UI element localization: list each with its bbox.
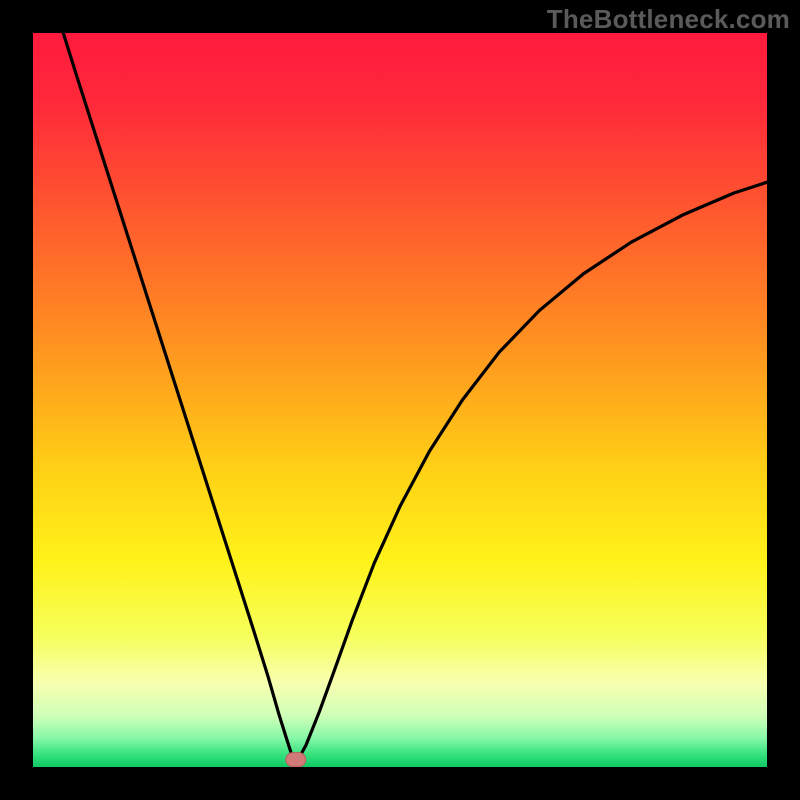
plot-area: [33, 33, 767, 767]
optimum-marker: [286, 753, 306, 767]
plot-svg: [33, 33, 767, 767]
gradient-background: [33, 33, 767, 767]
watermark-text: TheBottleneck.com: [547, 4, 790, 35]
